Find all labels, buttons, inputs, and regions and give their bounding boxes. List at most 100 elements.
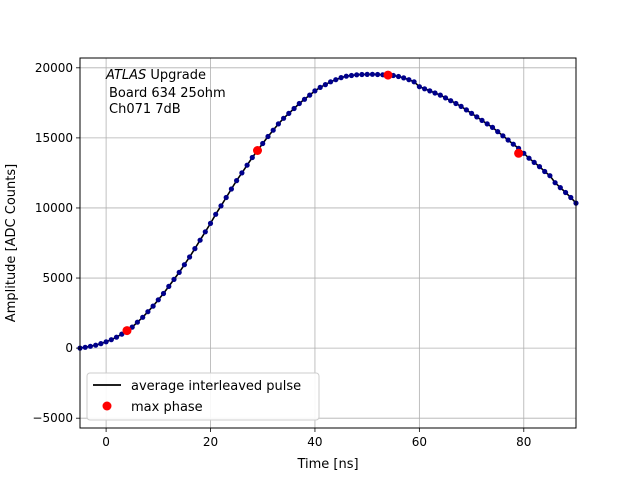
- pulse-point: [500, 133, 506, 139]
- y-tick-label: 0: [65, 341, 73, 355]
- pulse-point: [479, 117, 485, 123]
- pulse-point: [542, 168, 548, 175]
- y-tick-label: 5000: [42, 271, 73, 285]
- pulse-point: [333, 77, 339, 83]
- pulse-point: [568, 194, 574, 201]
- pulse-point: [98, 341, 104, 347]
- pulse-point: [484, 121, 490, 127]
- annotation-upgrade: Upgrade: [146, 68, 206, 83]
- x-tick-label: 20: [203, 435, 218, 449]
- pulse-point: [375, 71, 381, 78]
- x-tick-label: 80: [516, 435, 531, 449]
- pulse-point: [432, 90, 438, 96]
- pulse-point: [145, 309, 151, 315]
- pulse-point: [113, 334, 120, 340]
- max-phase-point: [122, 326, 132, 336]
- legend-marker-swatch: [102, 401, 112, 411]
- pulse-point: [228, 186, 234, 192]
- pulse-point: [307, 92, 313, 98]
- plot-frame: [79, 57, 577, 429]
- x-axis-ticks: 0 20 40 60 80: [102, 428, 531, 449]
- pulse-point: [448, 98, 454, 104]
- pulse-point: [510, 141, 516, 147]
- plot-area: [80, 58, 576, 428]
- pulse-point: [301, 96, 308, 102]
- pulse-point: [108, 337, 114, 343]
- pulse-point: [563, 189, 569, 196]
- pulse-point: [411, 79, 417, 85]
- pulse-point: [343, 73, 349, 79]
- legend-box: [86, 372, 320, 421]
- pulse-point: [474, 114, 480, 120]
- pulse-point: [218, 203, 224, 209]
- x-tick-label: 40: [307, 435, 322, 449]
- pulse-point: [213, 211, 219, 217]
- max-phase-point: [514, 148, 524, 158]
- pulse-point: [270, 127, 276, 133]
- pulse-point: [223, 194, 229, 201]
- pulse-point: [458, 103, 464, 109]
- pulse-point: [463, 107, 469, 113]
- pulse-point: [239, 170, 245, 176]
- pulse-point: [265, 133, 271, 140]
- pulse-point: [401, 75, 407, 81]
- y-tick-label: −5000: [32, 411, 73, 425]
- pulse-point: [234, 178, 240, 184]
- pulse-point: [93, 342, 99, 348]
- pulse-point: [557, 185, 563, 191]
- pulse-point: [437, 92, 443, 98]
- pulse-point: [317, 84, 323, 90]
- pulse-point: [552, 180, 558, 186]
- pulse-point: [489, 124, 496, 130]
- pulse-point: [281, 115, 287, 121]
- max-phase-point: [383, 70, 393, 80]
- y-tick-label: 10000: [35, 201, 73, 215]
- x-axis-label: Time [ns]: [296, 457, 358, 472]
- pulse-point: [275, 121, 281, 127]
- pulse-point: [328, 79, 334, 85]
- pulse-point: [406, 77, 412, 83]
- pulse-point: [244, 162, 250, 168]
- pulse-point: [469, 110, 475, 116]
- pulse-point: [140, 314, 146, 320]
- pulse-point: [547, 173, 553, 179]
- pulse-point: [422, 86, 428, 92]
- pulse-point: [260, 140, 266, 147]
- max-phase-point: [253, 146, 262, 155]
- pulse-point: [286, 110, 292, 116]
- annotation-line3: Ch071 7dB: [109, 102, 181, 117]
- pulse-point: [526, 155, 532, 161]
- y-tick-label: 15000: [35, 131, 73, 145]
- pulse-point: [505, 137, 511, 143]
- pulse-point: [249, 154, 255, 161]
- pulse-point: [103, 339, 109, 345]
- pulse-point: [416, 84, 422, 90]
- annotation-atlas: ATLAS: [105, 68, 146, 83]
- pulse-point: [359, 71, 365, 78]
- x-tick-label: 60: [412, 435, 427, 449]
- legend-entry-pulse: average interleaved pulse: [131, 379, 301, 394]
- pulse-point: [192, 246, 198, 252]
- pulse-point: [171, 276, 177, 282]
- pulse-point: [338, 75, 344, 81]
- pulse-point: [364, 71, 370, 77]
- pulse-point: [197, 237, 203, 243]
- pulse-point: [531, 159, 537, 165]
- annotation-line1: ATLAS Upgrade: [105, 68, 206, 83]
- pulse-point: [453, 100, 459, 107]
- pulse-point: [536, 164, 543, 170]
- pulse-point: [176, 269, 182, 275]
- pulse-point: [87, 343, 93, 349]
- pulse-point: [166, 283, 172, 289]
- pulse-point: [155, 297, 161, 303]
- pulse-point: [296, 100, 302, 107]
- max-phase-series: [122, 70, 524, 336]
- y-axis-label: Amplitude [ADC Counts]: [4, 164, 19, 322]
- legend: average interleaved pulse max phase: [86, 372, 320, 421]
- pulse-point: [82, 344, 88, 350]
- x-tick-label: 0: [102, 435, 110, 449]
- pulse-point: [322, 82, 328, 88]
- legend-entry-max-phase: max phase: [131, 400, 203, 415]
- pulse-point: [442, 95, 449, 101]
